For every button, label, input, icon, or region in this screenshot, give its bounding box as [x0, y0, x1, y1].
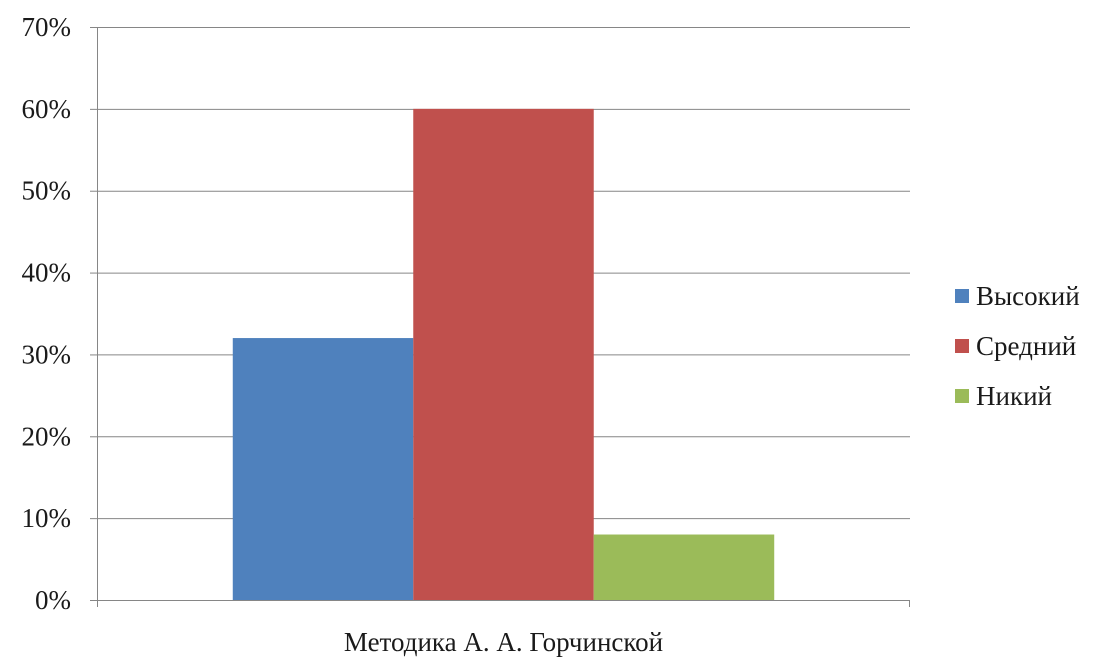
legend-label: Никий [976, 381, 1052, 411]
bars [232, 108, 775, 600]
y-tick-label: 50% [22, 176, 72, 206]
bar-3 [593, 534, 775, 600]
x-category-labels: Методика А. А. Горчинской [344, 627, 663, 657]
y-tick-label: 10% [22, 503, 72, 533]
legend: Высокий Средний Никий [955, 281, 1080, 411]
axes [90, 27, 910, 607]
y-tick-labels: 0% 10% 20% 30% 40% 50% 60% 70% [22, 12, 72, 615]
y-tick-label: 40% [22, 258, 72, 288]
legend-label: Средний [976, 331, 1076, 361]
y-tick-label: 60% [22, 94, 72, 124]
y-tick-label: 30% [22, 339, 72, 369]
bar-2 [413, 108, 594, 600]
legend-swatch [955, 389, 969, 403]
x-category-label: Методика А. А. Горчинской [344, 627, 663, 657]
legend-label: Высокий [976, 281, 1080, 311]
bar-1 [232, 338, 414, 600]
y-tick-label: 0% [35, 585, 71, 615]
y-tick-label: 70% [22, 12, 72, 42]
legend-swatch [955, 339, 969, 353]
legend-swatch [955, 289, 969, 303]
y-tick-label: 20% [22, 421, 72, 451]
